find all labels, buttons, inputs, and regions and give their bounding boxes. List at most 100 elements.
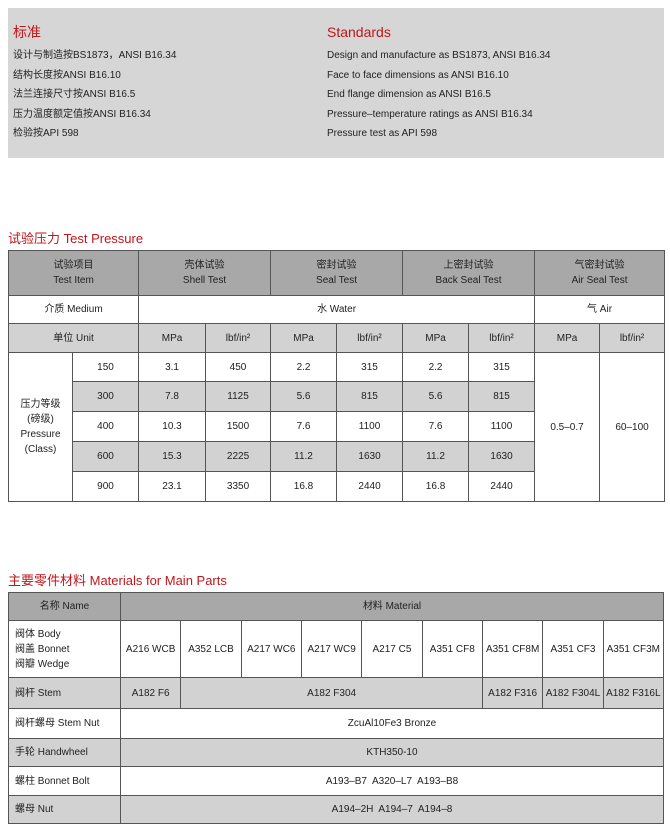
- cell: 1100: [468, 411, 536, 442]
- std-cn-line: 压力温度额定值按ANSI B16.34: [13, 108, 151, 120]
- cell: 1100: [336, 411, 404, 442]
- cell: 600: [71, 441, 140, 472]
- cell: 7.6: [402, 411, 470, 442]
- header-name: 名称 Name: [8, 592, 121, 621]
- cell: A182 F316: [481, 677, 544, 709]
- unit-mpa: MPa: [402, 323, 470, 353]
- cell: 10.3: [138, 411, 207, 442]
- header-test-item: 试验项目 Test Item: [7, 250, 140, 296]
- cell: A351 CF8M: [481, 620, 544, 678]
- cell: 3350: [205, 471, 272, 502]
- cell: 11.2: [270, 441, 338, 472]
- cell: 815: [468, 381, 536, 412]
- table-row: 900 23.1 3350 16.8 2440 16.8 2440: [9, 471, 665, 502]
- cell: A182 F304: [180, 677, 483, 709]
- cell: 300: [71, 381, 140, 412]
- header-air-seal-test: 气密封试验 Air Seal Test: [534, 250, 666, 296]
- medium-label: 介质 Medium: [7, 295, 140, 324]
- table-row: 螺柱 Bonnet Bolt A193–B7 A320–L7 A193–B8: [8, 766, 664, 796]
- cell: 1630: [336, 441, 404, 472]
- cell: 1500: [205, 411, 272, 442]
- cell: 2440: [468, 471, 536, 502]
- header-material: 材料 Material: [120, 592, 664, 621]
- table-row: 压力等级 (磅级) Pressure (Class) 150 3.1 450 2.2 315 2…: [8, 352, 666, 502]
- stem-nut-label: 阀杆螺母 Stem Nut: [8, 708, 121, 739]
- cell: 2.2: [270, 352, 338, 382]
- table-row: 阀杆螺母 Stem Nut ZcuAl10Fe3 Bronze: [8, 708, 664, 739]
- cell: A351 CF3M: [602, 620, 665, 678]
- materials-title: 主要零件材料 Materials for Main Parts: [8, 573, 227, 588]
- medium-air: 气 Air: [534, 295, 666, 324]
- cell: ZcuAl10Fe3 Bronze: [120, 708, 664, 739]
- cell: 5.6: [402, 381, 470, 412]
- std-cn-line: 设计与制造按BS1873，ANSI B16.34: [13, 50, 177, 61]
- header-shell-test: 壳体试验 Shell Test: [138, 250, 272, 296]
- cell: A217 WC6: [240, 620, 302, 678]
- cell: 2.2: [402, 352, 470, 382]
- cell: 2440: [336, 471, 404, 502]
- air-lbf: 60–100: [599, 352, 666, 502]
- unit-mpa: MPa: [534, 323, 601, 353]
- cell: 1630: [468, 441, 536, 472]
- table-row: 600 15.3 2225 11.2 1630 11.2 1630: [9, 441, 665, 472]
- standards-cn: 标准 设计与制造按BS1873，ANSI B16.34 结构长度按ANSI B1…: [13, 22, 176, 144]
- standards-en-title: Standards: [327, 24, 391, 40]
- cell: 15.3: [138, 441, 207, 472]
- cell: 11.2: [402, 441, 470, 472]
- cell: A193–B7 A320–L7 A193–B8: [120, 766, 664, 796]
- body-label: 阀体 Body 阀盖 Bonnet 阀瓣 Wedge: [8, 620, 121, 678]
- table-row: 300 7.8 1125 5.6 815 5.6 815: [9, 381, 665, 412]
- std-cn-line: 检验按API 598: [13, 128, 79, 139]
- table-row: 阀体 Body 阀盖 Bonnet 阀瓣 Wedge A216 WCB A352 LC…: [8, 620, 665, 678]
- cell: 150: [71, 352, 140, 382]
- handwheel-label: 手轮 Handwheel: [8, 738, 121, 767]
- cell: A351 CF3: [542, 620, 604, 678]
- table-row: 螺母 Nut A194–2H A194–7 A194–8: [8, 795, 664, 824]
- cell: 315: [336, 352, 404, 382]
- std-en-line: Face to face dimensions as ANSI B16.10: [327, 69, 509, 81]
- std-cn-line: 法兰连接尺寸按ANSI B16.5: [13, 89, 136, 100]
- standards-en: Standards Design and manufacture as BS18…: [327, 22, 550, 144]
- cell: A351 CF8: [421, 620, 483, 678]
- cell: A182 F6: [119, 677, 182, 709]
- cell: 7.6: [270, 411, 338, 442]
- unit-mpa: MPa: [270, 323, 338, 353]
- cell: 1125: [205, 381, 272, 412]
- cell: 3.1: [138, 352, 207, 382]
- cell: KTH350-10: [120, 738, 664, 767]
- cell: A217 C5: [361, 620, 423, 678]
- cell: 16.8: [270, 471, 338, 502]
- standards-cn-title: 标准: [13, 24, 41, 40]
- cell: 5.6: [270, 381, 338, 412]
- cell: A216 WCB: [119, 620, 182, 678]
- unit-lbf: lbf/in²: [336, 323, 404, 353]
- header-seal-test: 密封试验 Seal Test: [270, 250, 404, 296]
- unit-lbf: lbf/in²: [599, 323, 666, 353]
- cell: A182 F316L: [602, 677, 665, 709]
- standards-panel: 标准 设计与制造按BS1873，ANSI B16.34 结构长度按ANSI B1…: [8, 8, 664, 158]
- table-row: 手轮 Handwheel KTH350-10: [8, 738, 664, 767]
- unit-lbf: lbf/in²: [205, 323, 272, 353]
- cell: 2225: [205, 441, 272, 472]
- std-en-line: Pressure test as API 598: [327, 128, 438, 139]
- unit-lbf: lbf/in²: [468, 323, 536, 353]
- bolt-label: 螺柱 Bonnet Bolt: [8, 766, 121, 796]
- unit-mpa: MPa: [138, 323, 207, 353]
- cell: 16.8: [402, 471, 470, 502]
- stem-label: 阀杆 Stem: [8, 677, 121, 709]
- materials-table: 名称 Name 材料 Material 阀体 Body 阀盖 Bonnet 阀瓣 W…: [8, 592, 665, 824]
- std-en-line: End flange dimension as ANSI B16.5: [327, 89, 491, 100]
- unit-label: 单位 Unit: [7, 323, 140, 353]
- air-mpa: 0.5–0.7: [534, 352, 601, 502]
- table-row: 阀杆 Stem A182 F6 A182 F304 A182 F316 A182 …: [8, 677, 665, 709]
- header-back-seal-test: 上密封试验 Back Seal Test: [402, 250, 536, 296]
- cell: A217 WC9: [300, 620, 363, 678]
- table-row: 400 10.3 1500 7.6 1100 7.6 1100: [9, 411, 665, 442]
- cell: 450: [205, 352, 272, 382]
- cell: 7.8: [138, 381, 207, 412]
- test-pressure-table: 试验项目 Test Item 壳体试验 Shell Test 密封试验 Seal Te…: [7, 250, 666, 502]
- test-pressure-title: 试验压力 Test Pressure: [8, 231, 144, 246]
- std-en-line: Design and manufacture as BS1873, ANSI B…: [327, 50, 551, 61]
- cell: 900: [71, 471, 140, 502]
- std-cn-line: 结构长度按ANSI B16.10: [13, 69, 121, 81]
